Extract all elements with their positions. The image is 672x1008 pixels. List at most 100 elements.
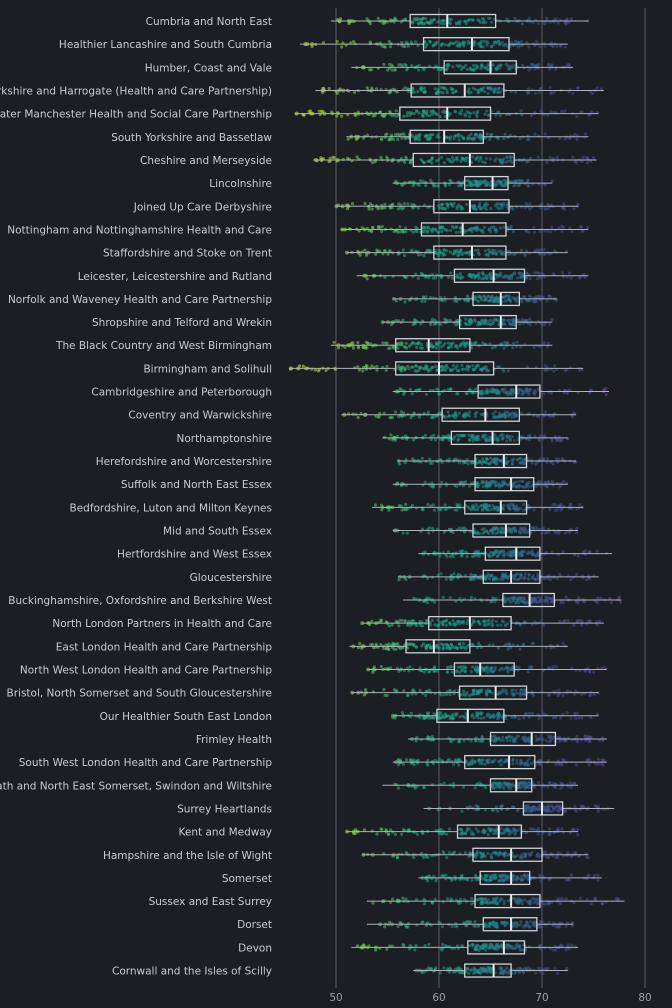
data-point	[483, 161, 487, 165]
data-point	[446, 410, 450, 414]
data-point	[476, 42, 480, 46]
data-point	[547, 804, 551, 808]
data-point	[384, 646, 389, 650]
data-point	[509, 786, 513, 790]
data-point	[467, 251, 471, 255]
data-point	[498, 42, 502, 46]
data-point	[542, 275, 546, 279]
data-point	[424, 647, 429, 651]
data-point	[475, 181, 479, 185]
data-point	[455, 275, 459, 279]
data-point	[352, 40, 356, 44]
data-point	[477, 620, 481, 624]
data-point	[539, 484, 543, 488]
data-point	[455, 225, 459, 229]
data-point	[412, 322, 416, 326]
data-point	[394, 647, 398, 651]
data-point	[486, 91, 490, 95]
data-point	[470, 319, 474, 323]
data-point	[472, 137, 476, 141]
data-point	[502, 340, 507, 344]
data-point	[406, 44, 410, 48]
data-point	[401, 230, 405, 234]
data-point	[491, 714, 495, 718]
data-point	[487, 248, 491, 252]
data-point	[493, 249, 497, 253]
data-point	[426, 502, 430, 507]
data-point	[441, 110, 445, 114]
data-point	[358, 642, 362, 646]
data-point	[451, 204, 455, 208]
data-point	[396, 786, 401, 790]
data-point	[483, 225, 487, 229]
data-point	[359, 690, 363, 694]
data-point	[549, 91, 553, 95]
data-point	[502, 178, 506, 183]
data-point	[537, 807, 542, 811]
data-point	[525, 249, 529, 253]
data-point	[488, 574, 492, 578]
data-point	[445, 665, 450, 670]
data-point	[555, 457, 559, 461]
data-point	[383, 249, 388, 253]
data-point	[502, 157, 506, 161]
data-point	[433, 623, 437, 627]
data-point	[477, 159, 481, 163]
data-point	[518, 388, 522, 392]
data-point	[548, 85, 552, 90]
data-point	[552, 90, 557, 94]
data-point	[383, 275, 387, 279]
data-point	[499, 202, 503, 206]
data-point	[560, 109, 564, 113]
data-point	[523, 572, 528, 576]
data-point	[505, 597, 509, 602]
data-point	[392, 688, 397, 692]
data-point	[501, 482, 505, 486]
data-point	[508, 553, 512, 557]
data-point	[387, 346, 391, 350]
data-point	[479, 460, 483, 464]
data-point	[405, 346, 409, 350]
data-point	[540, 527, 544, 531]
data-point	[595, 110, 599, 114]
data-point	[480, 319, 484, 323]
data-point	[504, 623, 508, 627]
data-point	[509, 158, 513, 162]
data-point	[414, 229, 418, 233]
data-point	[451, 87, 455, 91]
data-point	[510, 389, 514, 393]
data-point	[524, 712, 528, 716]
data-point	[501, 689, 505, 694]
data-point	[360, 226, 364, 230]
data-point	[587, 735, 591, 739]
data-point	[447, 414, 451, 418]
data-point	[443, 86, 447, 90]
data-point	[474, 63, 478, 67]
data-point	[370, 619, 374, 623]
data-point	[440, 276, 444, 280]
data-point	[523, 252, 527, 256]
data-point	[503, 576, 507, 580]
data-point	[528, 438, 532, 442]
data-point	[546, 229, 550, 233]
data-point	[471, 713, 475, 717]
data-point	[405, 531, 409, 535]
data-point	[513, 577, 517, 581]
data-point	[497, 86, 501, 91]
data-point	[453, 366, 457, 370]
data-point	[496, 300, 500, 304]
data-point	[476, 251, 480, 255]
data-point	[396, 346, 400, 350]
data-point	[374, 204, 378, 208]
data-point	[494, 619, 498, 624]
data-point	[425, 109, 429, 113]
data-point	[555, 44, 559, 49]
data-point	[381, 113, 386, 117]
data-point	[576, 86, 580, 90]
data-point	[417, 253, 421, 257]
data-point	[465, 67, 469, 71]
data-point	[477, 554, 481, 558]
data-point	[528, 207, 532, 211]
data-point	[458, 670, 462, 674]
data-point	[440, 67, 444, 71]
